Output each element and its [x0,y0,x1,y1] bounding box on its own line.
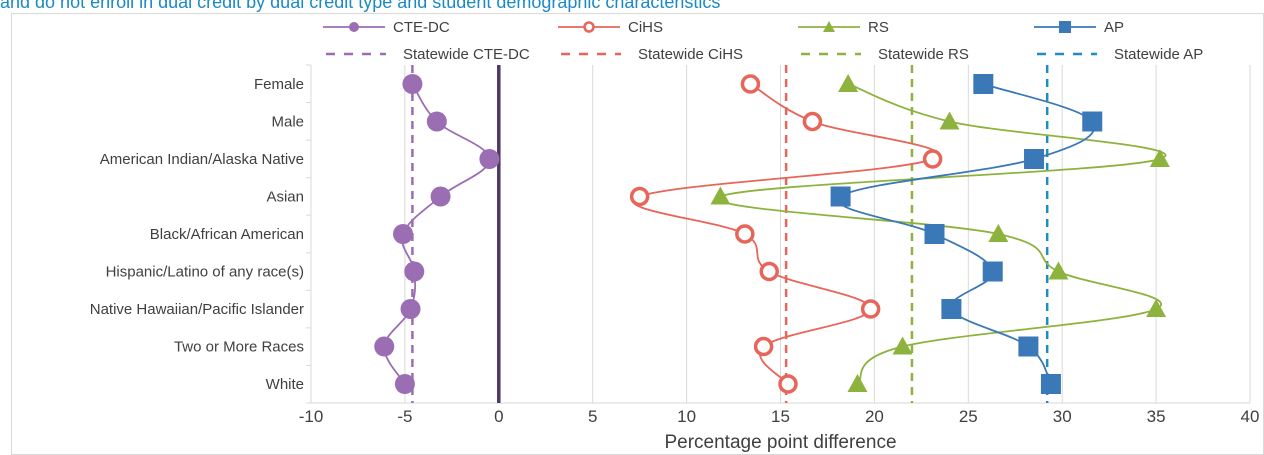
data-point [941,299,962,319]
data-point [847,374,868,392]
legend-label: CiHS [628,19,663,36]
reference-lines [411,65,1049,403]
legend-marker [823,21,835,32]
legend-label: Statewide CTE-DC [403,46,530,63]
series [374,74,1170,394]
legend-label: AP [1104,19,1124,36]
category-label: Asian [266,189,304,206]
x-tick-label: 40 [1241,407,1260,426]
category-label: Native Hawaiian/Pacific Islander [90,301,304,318]
x-tick-label: 30 [1053,407,1072,426]
data-point [710,186,731,205]
legend-label: Statewide RS [878,46,969,63]
legend-label: Statewide AP [1114,46,1203,63]
x-tick-label: 20 [865,407,884,426]
axis-labels: -10 -5 0 5 10 15 20 25 30 35 40 Female Male American … [90,76,1260,453]
legend-label: Statewide CiHS [638,46,743,63]
series-line [632,83,939,385]
data-point [922,149,943,169]
x-tick-label: -10 [299,407,324,426]
x-tick-label: 35 [1147,407,1166,426]
data-point [924,224,945,244]
data-point [374,336,395,357]
category-label: Hispanic/Latino of any race(s) [106,264,304,281]
data-point [860,299,881,319]
data-point [400,299,421,319]
data-point [753,336,774,357]
category-label: Female [254,76,304,93]
category-label: Black/African American [150,226,304,243]
data-point [1082,111,1103,132]
category-label: American Indian/Alaska Native [100,151,304,168]
data-point [973,74,994,94]
x-tick-label: 0 [494,407,503,426]
x-tick-label: -5 [397,407,412,426]
data-point [1146,299,1167,317]
data-point [802,111,823,132]
data-point [892,336,913,355]
category-label: White [266,376,304,393]
data-point [1024,149,1045,169]
x-tick-label: 25 [959,407,978,426]
data-point [830,186,851,207]
legend-label: RS [868,19,889,36]
data-point [1149,149,1170,167]
data-point [393,224,414,244]
category-label: Two or More Races [174,339,304,356]
data-point [838,74,859,92]
x-tick-label: 15 [771,407,790,426]
data-point [939,111,960,130]
legend-label: CTE-DC [393,19,450,36]
data-point [404,261,425,282]
legend-marker [349,22,359,32]
data-point [778,374,798,394]
data-point [1018,336,1039,357]
data-point [1040,374,1061,394]
series-line [837,83,1095,385]
legend: CTE-DC CiHS RS AP Statewide CTE-DC Statewide … [323,19,1203,63]
grid [306,64,1251,404]
x-axis-title: Percentage point difference [664,432,896,453]
data-point [430,186,451,207]
data-point [394,374,415,394]
legend-marker [583,21,595,33]
category-label: Male [271,114,304,131]
data-point [735,224,755,244]
data-point [740,74,761,94]
chart-caption: and do not enroll in dual credit by dual… [0,0,721,12]
data-point [402,74,423,94]
data-point [479,149,500,169]
data-point [759,261,779,282]
legend-marker [1059,21,1071,33]
data-point [426,111,447,132]
data-point [1048,261,1069,280]
data-point [982,261,1003,282]
data-point [988,224,1009,242]
series-line [717,83,1167,385]
x-tick-label: 5 [588,407,597,426]
x-tick-label: 10 [677,407,696,426]
data-point [629,186,650,207]
